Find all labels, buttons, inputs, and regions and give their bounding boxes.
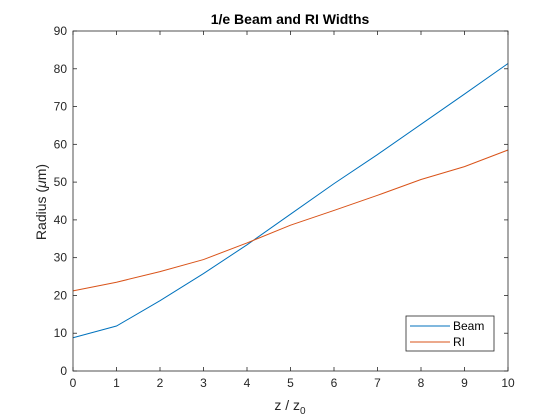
y-tick-label: 90 <box>54 24 68 38</box>
y-tick-label: 60 <box>54 137 68 151</box>
x-tick-label: 2 <box>157 376 164 390</box>
legend-label-ri: RI <box>453 335 465 349</box>
y-tick-label: 80 <box>54 62 68 76</box>
x-tick-label: 9 <box>461 376 468 390</box>
x-tick-label: 0 <box>70 376 77 390</box>
legend: Beam RI <box>405 315 495 352</box>
x-tick-label: 7 <box>374 376 381 390</box>
series-line-beam <box>72 63 509 339</box>
y-tick-label: 50 <box>54 175 68 189</box>
x-tick-label: 10 <box>501 376 515 390</box>
y-tick-label: 30 <box>54 251 68 265</box>
plot-area <box>73 31 508 371</box>
x-axis-label: z / z0 <box>274 397 306 417</box>
y-tick-label: 10 <box>54 326 68 340</box>
legend-label-beam: Beam <box>453 319 484 333</box>
x-tick-label: 3 <box>200 376 207 390</box>
x-tick-label: 6 <box>331 376 338 390</box>
y-tick-label: 0 <box>60 364 67 378</box>
x-tick-label: 4 <box>244 376 251 390</box>
x-tick-label: 1 <box>113 376 120 390</box>
y-tick-label: 70 <box>54 100 68 114</box>
x-tick-label: 8 <box>418 376 425 390</box>
chart-title: 1/e Beam and RI Widths <box>211 11 370 27</box>
legend-box <box>405 315 495 352</box>
series-line-ri <box>72 149 509 292</box>
y-tick-label: 40 <box>54 213 68 227</box>
y-tick-label: 20 <box>54 288 68 302</box>
y-axis-label: Radius (μm) <box>33 164 49 240</box>
x-tick-label: 5 <box>287 376 294 390</box>
